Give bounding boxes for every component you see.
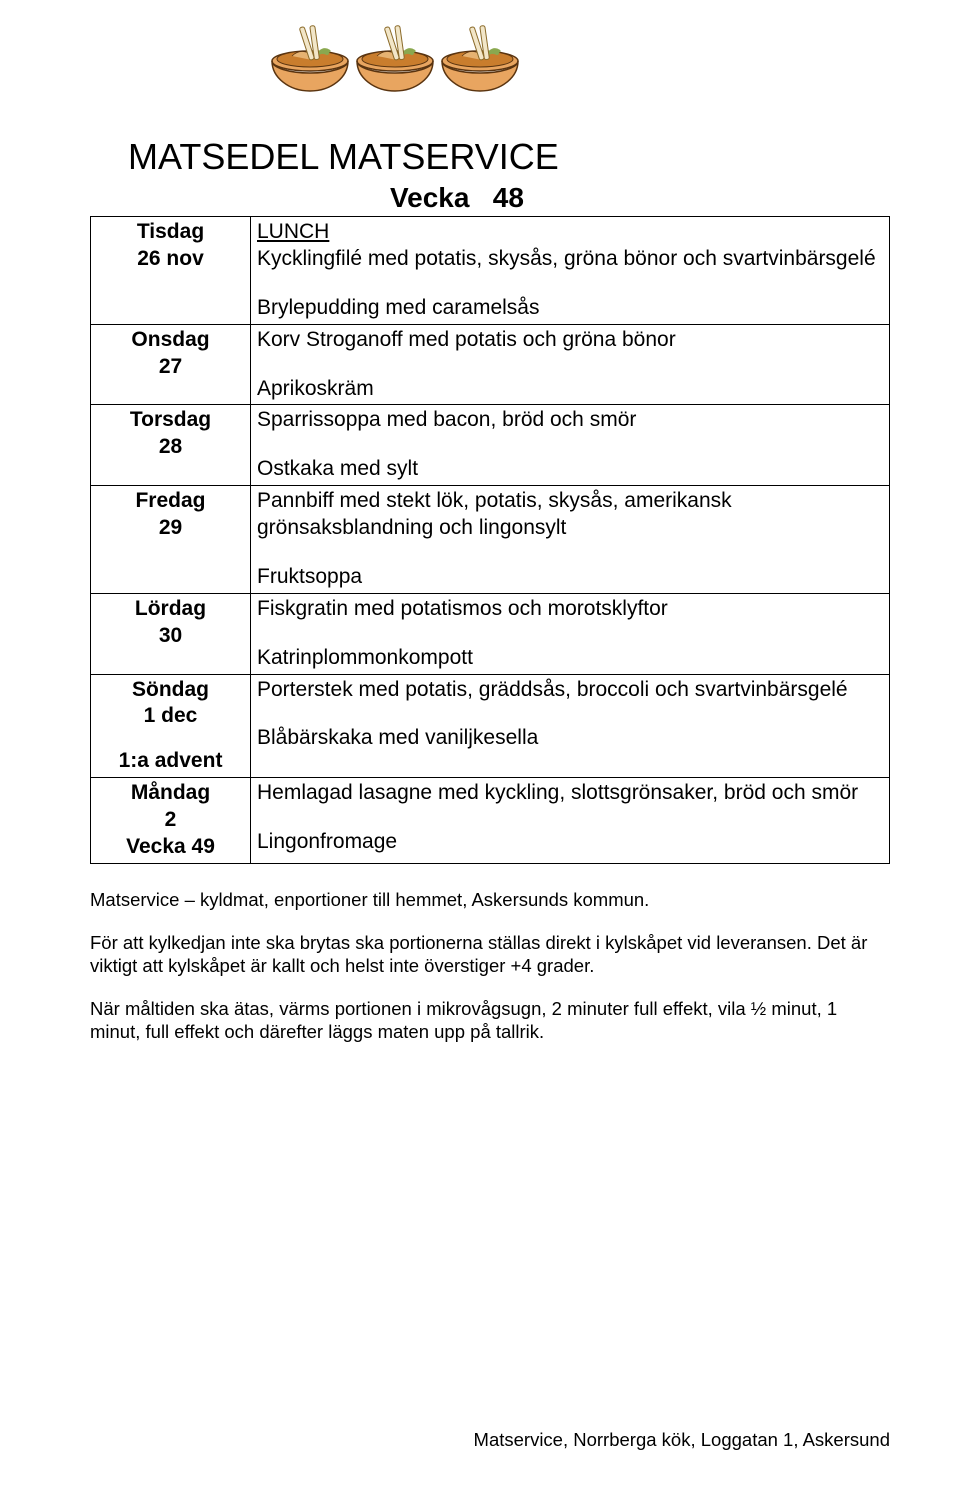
- spacer: [257, 623, 883, 645]
- meal-main: Korv Stroganoff med potatis och gröna bö…: [257, 328, 676, 351]
- table-row: Måndag 2 Vecka 49 Hemlagad lasagne med k…: [91, 778, 890, 864]
- page: MATSEDEL MATSERVICE Vecka 48 Tisdag 26 n…: [0, 0, 960, 1485]
- week-heading: Vecka 48: [90, 182, 890, 214]
- meal-main: Hemlagad lasagne med kyckling, slottsgrö…: [257, 781, 858, 804]
- day-cell: Måndag 2 Vecka 49: [91, 778, 251, 864]
- day-date: 27: [97, 354, 244, 381]
- meal-main: Kycklingfilé med potatis, skysås, gröna …: [257, 247, 876, 270]
- day-name: Söndag: [97, 677, 244, 704]
- meal-dessert: Katrinplommonkompott: [257, 646, 473, 669]
- spacer: [257, 273, 883, 295]
- meal-cell: Pannbiff med stekt lök, potatis, skysås,…: [251, 486, 890, 594]
- day-name: Torsdag: [97, 407, 244, 434]
- day-cell: Onsdag 27: [91, 324, 251, 405]
- day-name: Onsdag: [97, 327, 244, 354]
- meal-dessert: Aprikoskräm: [257, 377, 374, 400]
- table-row: Fredag 29 Pannbiff med stekt lök, potati…: [91, 486, 890, 594]
- meal-dessert: Brylepudding med caramelsås: [257, 296, 539, 319]
- spacer: [257, 703, 883, 725]
- spacer: [257, 354, 883, 376]
- week-number: 48: [493, 182, 524, 213]
- day-name: Tisdag: [97, 219, 244, 246]
- menu-table: Tisdag 26 nov LUNCH Kycklingfilé med pot…: [90, 216, 890, 864]
- food-bowls-illustration: [265, 10, 525, 102]
- bowls-svg: [265, 10, 525, 102]
- spacer: [257, 807, 883, 829]
- footer-line-1: Matservice – kyldmat, enportioner till h…: [90, 888, 890, 911]
- meal-cell: Fiskgratin med potatismos och morotsklyf…: [251, 593, 890, 674]
- day-date: 2: [97, 807, 244, 834]
- table-row: Tisdag 26 nov LUNCH Kycklingfilé med pot…: [91, 217, 890, 325]
- spacer: [257, 434, 883, 456]
- day-cell: Fredag 29: [91, 486, 251, 594]
- day-cell: Lördag 30: [91, 593, 251, 674]
- day-name: Fredag: [97, 488, 244, 515]
- day-cell: Torsdag 28: [91, 405, 251, 486]
- day-cell: Tisdag 26 nov: [91, 217, 251, 325]
- day-date: 26 nov: [97, 246, 244, 273]
- day-cell: Söndag 1 dec 1:a advent: [91, 674, 251, 778]
- meal-main: Porterstek med potatis, gräddsås, brocco…: [257, 678, 848, 701]
- meal-dessert: Lingonfromage: [257, 830, 397, 853]
- page-title: MATSEDEL MATSERVICE: [90, 136, 890, 178]
- day-date: 1 dec: [97, 703, 244, 730]
- footer-line-2: För att kylkedjan inte ska brytas ska po…: [90, 931, 890, 977]
- advent-note: 1:a advent: [97, 748, 244, 775]
- meal-cell: Hemlagad lasagne med kyckling, slottsgrö…: [251, 778, 890, 864]
- meal-cell: Korv Stroganoff med potatis och gröna bö…: [251, 324, 890, 405]
- lunch-heading: LUNCH: [257, 220, 329, 243]
- week-note: Vecka 49: [97, 834, 244, 861]
- meal-main: Sparrissoppa med bacon, bröd och smör: [257, 408, 636, 431]
- footer-line-3: När måltiden ska ätas, värms portionen i…: [90, 997, 890, 1043]
- meal-cell: LUNCH Kycklingfilé med potatis, skysås, …: [251, 217, 890, 325]
- meal-main: Fiskgratin med potatismos och morotsklyf…: [257, 597, 668, 620]
- meal-cell: Sparrissoppa med bacon, bröd och smör Os…: [251, 405, 890, 486]
- week-label: Vecka: [390, 182, 469, 213]
- table-row: Torsdag 28 Sparrissoppa med bacon, bröd …: [91, 405, 890, 486]
- day-name: Måndag: [97, 780, 244, 807]
- day-date: 28: [97, 434, 244, 461]
- spacer: [257, 542, 883, 564]
- day-name: Lördag: [97, 596, 244, 623]
- day-date: 29: [97, 515, 244, 542]
- meal-dessert: Ostkaka med sylt: [257, 457, 418, 480]
- meal-dessert: Fruktsoppa: [257, 565, 362, 588]
- table-row: Onsdag 27 Korv Stroganoff med potatis oc…: [91, 324, 890, 405]
- footer: Matservice – kyldmat, enportioner till h…: [90, 888, 890, 1044]
- table-row: Söndag 1 dec 1:a advent Porterstek med p…: [91, 674, 890, 778]
- meal-cell: Porterstek med potatis, gräddsås, brocco…: [251, 674, 890, 778]
- day-date: 30: [97, 623, 244, 650]
- publisher-line: Matservice, Norrberga kök, Loggatan 1, A…: [474, 1429, 890, 1451]
- meal-main: Pannbiff med stekt lök, potatis, skysås,…: [257, 489, 732, 539]
- table-row: Lördag 30 Fiskgratin med potatismos och …: [91, 593, 890, 674]
- meal-dessert: Blåbärskaka med vaniljkesella: [257, 726, 538, 749]
